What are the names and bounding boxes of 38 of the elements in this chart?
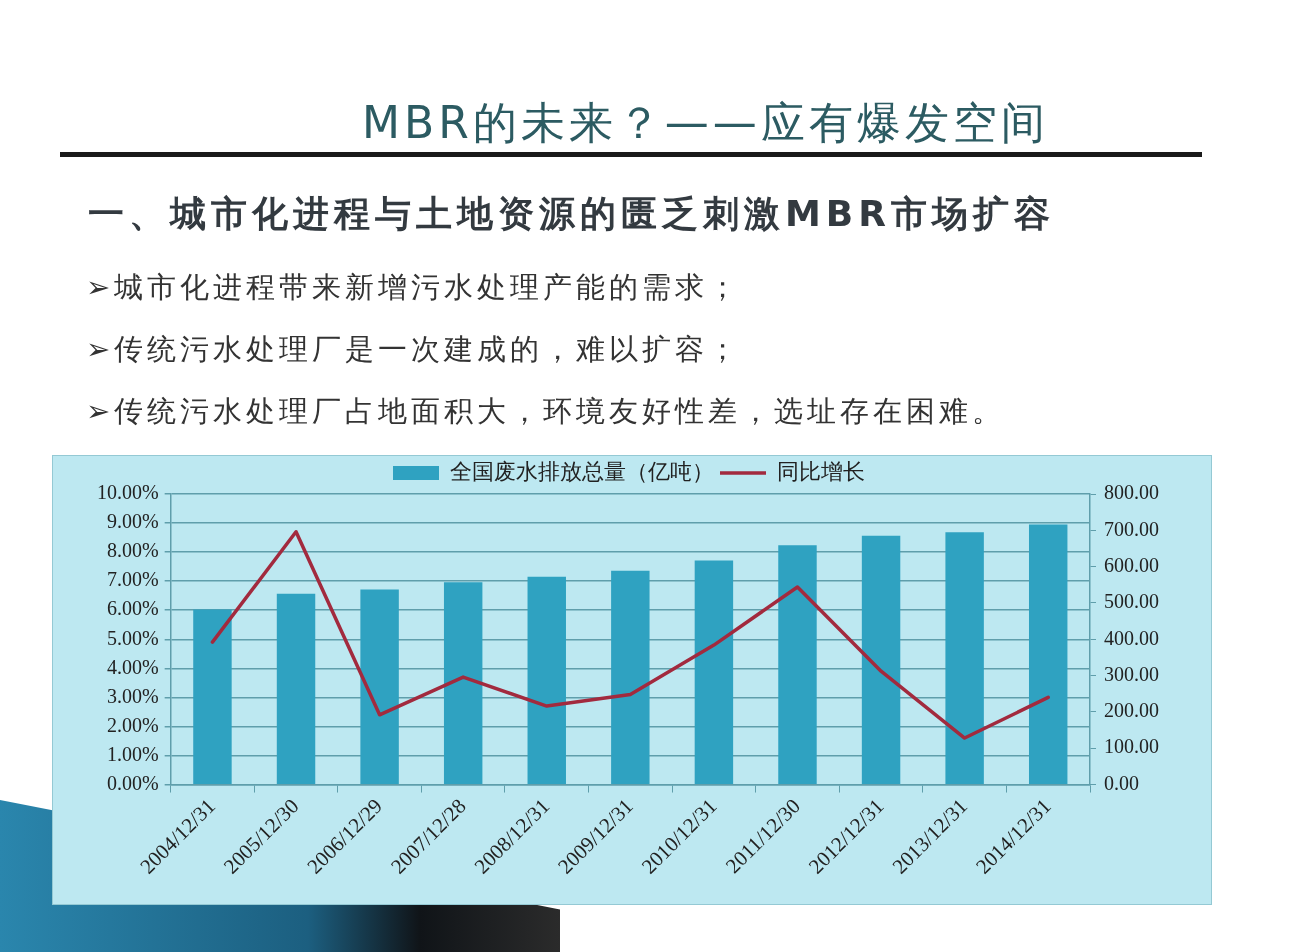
legend-label: 全国废水排放总量（亿吨） [450,458,714,484]
bar [611,570,650,785]
y-tick-label: 7.00% [106,568,159,591]
bar [193,609,232,785]
y-tick-label: 0.00% [106,771,159,794]
y-tick-label: 2.00% [106,713,159,736]
bar [861,535,901,785]
text: ➢传统污水处理厂占地面积大，环境友好性差，选址存在困难。 [86,393,1005,430]
bar [276,593,316,785]
y-tick-label: 1.00% [106,742,159,765]
bar [1028,524,1068,785]
text: ➢传统污水处理厂是一次建成的，难以扩容； [86,331,741,368]
legend-label: 同比增长 [777,458,865,484]
bar [527,576,566,785]
y-tick-label: 5.00% [106,626,159,649]
y2-tick-label: 100.00 [1104,735,1159,758]
y-tick-label: 9.00% [106,510,159,533]
y-tick-label: 3.00% [106,684,159,707]
y-tick-label: 8.00% [106,539,159,562]
y2-tick-label: 800.00 [1104,481,1159,504]
y-tick-label: 6.00% [106,597,159,620]
bar [443,582,483,785]
y-tick-label: 10.00% [96,481,159,504]
bar [778,545,817,785]
y2-tick-label: 500.00 [1104,590,1159,613]
chart-title: MBR的未来？——应有爆发空间 [362,96,1049,150]
y2-tick-label: 700.00 [1104,517,1159,540]
bar [360,589,399,785]
bar [694,560,734,785]
chart-subtitle: 一、城市化进程与土地资源的匮乏刺激MBR市场扩容 [88,192,1055,236]
y2-tick-label: 300.00 [1104,662,1159,685]
y2-tick-label: 400.00 [1104,626,1159,649]
y2-tick-label: 200.00 [1104,699,1159,722]
bar [945,532,984,785]
y-tick-label: 4.00% [106,655,159,678]
y2-tick-label: 0.00 [1104,771,1139,794]
y2-tick-label: 600.00 [1104,553,1159,576]
text: ➢城市化进程带来新增污水处理产能的需求； [86,269,741,306]
